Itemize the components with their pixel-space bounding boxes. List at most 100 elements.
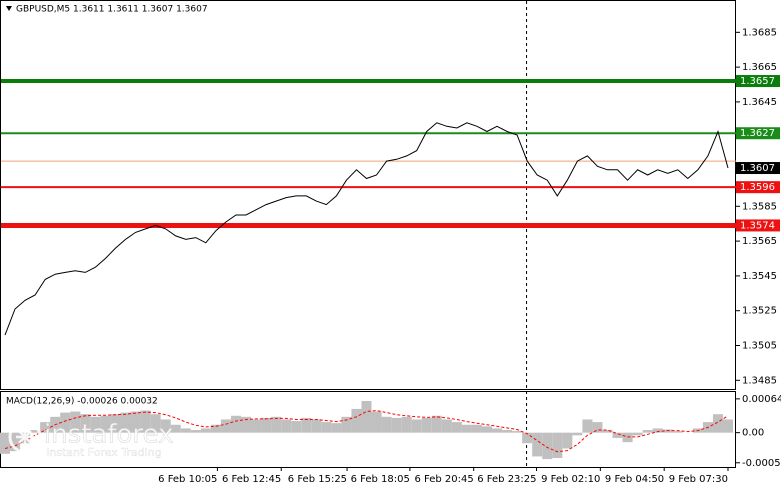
y-tick-label: 1.3485 xyxy=(742,375,777,386)
histogram-bar xyxy=(622,432,633,443)
histogram-bar xyxy=(30,430,41,433)
x-tick-label: 9 Feb 04:50 xyxy=(605,474,664,485)
level-label: 1.3627 xyxy=(740,128,775,139)
histogram-bar xyxy=(421,417,432,433)
histogram-bar xyxy=(492,428,503,433)
histogram-bar xyxy=(542,432,553,460)
histogram-bar xyxy=(652,428,663,433)
y-tick-label: 1.3645 xyxy=(742,97,777,108)
histogram-bar xyxy=(562,432,573,449)
histogram-bar xyxy=(431,415,442,433)
histogram-bar xyxy=(60,412,71,433)
histogram-bar xyxy=(441,419,452,433)
histogram-bar xyxy=(90,416,101,433)
histogram-bar xyxy=(351,408,362,433)
watermark-logo xyxy=(8,420,42,454)
histogram-bar xyxy=(401,416,412,433)
y-tick-label: 1.3585 xyxy=(742,201,777,212)
histogram-bar xyxy=(140,410,151,433)
histogram-bar xyxy=(70,411,81,433)
histogram-bar xyxy=(592,422,603,433)
histogram-bar xyxy=(160,419,171,433)
y-tick-label: 0.00064 xyxy=(742,394,781,405)
histogram-bar xyxy=(311,419,322,433)
watermark: instaforex Instant Forex Trading xyxy=(8,419,174,459)
level-label: 1.3596 xyxy=(740,182,775,193)
histogram-bar xyxy=(461,424,472,433)
x-tick-label: 6 Feb 10:05 xyxy=(158,474,217,485)
macd-title: MACD(12,26,9) -0.00026 0.00032 xyxy=(6,397,158,407)
x-tick-label: 6 Feb 12:45 xyxy=(222,474,281,485)
level-label: 1.3657 xyxy=(740,76,775,87)
histogram-bar xyxy=(642,430,653,433)
histogram-bar xyxy=(481,426,493,433)
histogram-bar xyxy=(200,428,211,433)
histogram-bar xyxy=(80,414,91,433)
histogram-bar xyxy=(170,424,181,433)
level-label-box xyxy=(736,219,780,232)
watermark-tagline: Instant Forex Trading xyxy=(46,446,162,459)
histogram-bar xyxy=(572,432,583,436)
last-price-label: 1.3607 xyxy=(740,163,775,174)
histogram-bar xyxy=(261,417,272,433)
x-tick-label: 6 Feb 20:45 xyxy=(414,474,473,485)
histogram-bar xyxy=(110,414,121,433)
histogram-bar xyxy=(602,430,613,433)
level-label: 1.3574 xyxy=(740,220,775,231)
watermark-logo xyxy=(16,428,34,446)
histogram-bar xyxy=(100,415,111,433)
histogram-bar xyxy=(391,417,402,433)
histogram-bar xyxy=(240,416,252,433)
histogram-bar xyxy=(471,424,482,433)
price-panel-frame xyxy=(0,0,736,390)
x-tick-label: 9 Feb 07:30 xyxy=(669,474,728,485)
y-tick-label: 1.3665 xyxy=(742,62,777,73)
level-label-box xyxy=(736,127,780,140)
x-tick-label: 6 Feb 23:25 xyxy=(477,474,536,485)
y-tick-label: 0.00 xyxy=(742,428,764,439)
histogram-bar xyxy=(230,415,241,433)
histogram-bar xyxy=(10,432,21,452)
last-price-box xyxy=(736,162,780,175)
y-tick-label: 1.3565 xyxy=(742,236,777,247)
histogram-bar xyxy=(722,419,734,433)
histogram-bar xyxy=(341,416,352,433)
y-tick-label: 1.3505 xyxy=(742,341,777,352)
histogram-bar xyxy=(251,419,262,433)
histogram-bar xyxy=(301,417,312,433)
histogram-bar xyxy=(672,431,683,433)
y-tick-label: 1.3685 xyxy=(742,27,777,38)
x-tick-label: 6 Feb 15:25 xyxy=(288,474,347,485)
histogram-bar xyxy=(321,422,332,433)
histogram-bar xyxy=(40,422,51,433)
signal-line xyxy=(4,409,729,453)
level-label-box xyxy=(736,181,780,194)
histogram-bar xyxy=(150,414,161,433)
x-tick-label: 6 Feb 18:05 xyxy=(351,474,410,485)
histogram-bar xyxy=(120,412,131,433)
histogram-bar xyxy=(612,432,623,438)
level-label-box xyxy=(736,75,780,88)
histogram-bar xyxy=(451,422,462,433)
histogram-bar xyxy=(0,432,11,454)
panel-arrow xyxy=(6,6,12,11)
histogram-bar xyxy=(220,419,231,433)
histogram-bar xyxy=(712,414,723,433)
histogram-bar xyxy=(532,432,543,457)
histogram-bar xyxy=(582,419,593,433)
histogram-bar xyxy=(130,411,141,433)
histogram-bar xyxy=(522,432,533,444)
histogram-bar xyxy=(502,430,513,433)
y-tick-label: 1.3545 xyxy=(742,271,777,282)
y-tick-label: 1.3525 xyxy=(742,306,777,317)
histogram-bar xyxy=(180,428,191,433)
y-tick-label: -0.00057 xyxy=(742,458,781,469)
histogram-bar xyxy=(632,432,643,436)
histogram-bar xyxy=(381,416,392,433)
price-line xyxy=(4,122,729,336)
histogram-bar xyxy=(411,419,422,433)
histogram-bar xyxy=(331,423,342,433)
watermark-brand: instaforex xyxy=(44,420,173,450)
macd-panel-frame xyxy=(0,391,736,468)
